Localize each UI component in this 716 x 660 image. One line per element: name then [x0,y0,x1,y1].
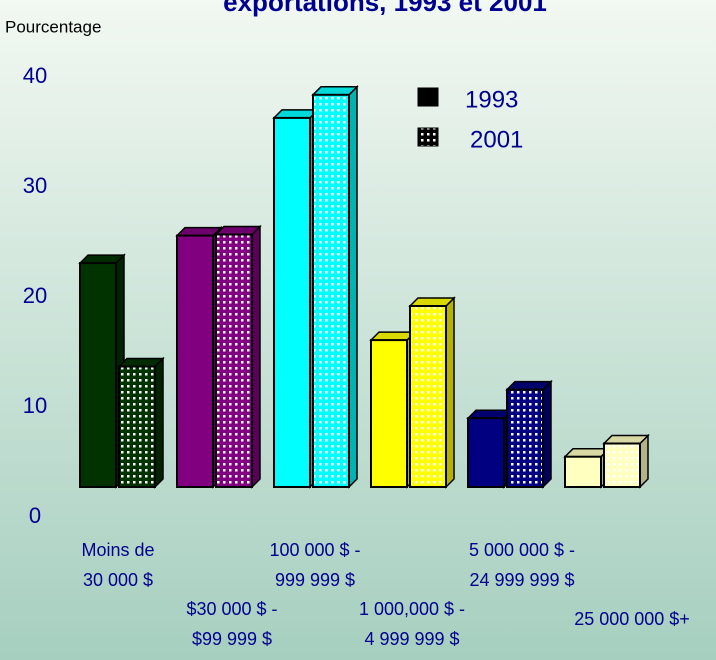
bar-side [445,296,455,489]
bar [602,433,650,489]
bar [175,225,223,489]
bar-front [370,339,408,488]
bar-front [603,442,641,488]
chart-title: exportations, 1993 et 2001 [223,0,547,17]
legend-label: 1993 [465,86,518,113]
x-tick-label: 25 000 000 $+ [574,609,690,629]
bar [505,379,553,489]
bar [214,224,262,489]
bar [369,330,417,489]
bar [272,108,320,489]
legend-swatch [417,87,439,107]
bar-side [542,379,552,489]
x-tick-label: 100 000 $ -999 999 $ [269,540,360,590]
bar [466,408,514,489]
bar [408,296,456,489]
bar [78,253,126,489]
bar-front [564,455,602,489]
y-tick-label: 20 [23,283,47,308]
y-tick-label: 0 [29,503,41,528]
bar-top [311,86,359,96]
bar-top [214,225,262,236]
bar-top [369,331,417,341]
bar [117,356,165,489]
bar-top [78,254,126,264]
bar-front [118,365,156,488]
x-tick-label: 1 000,000 $ -4 999 999 $ [359,599,465,649]
bar-front [273,116,311,489]
bar-top [272,109,320,119]
bar-front [467,417,505,489]
legend-swatch [417,127,439,147]
bar-front [506,388,544,489]
bar-side [348,84,358,489]
y-tick-label: 10 [23,393,47,418]
bar-front [176,234,214,488]
bar-front [312,93,350,489]
bar-top [408,297,456,307]
y-tick-label: 40 [23,63,47,88]
bar-top [466,409,514,419]
bar [311,84,359,489]
bar-top [505,380,553,391]
bar-top [175,226,223,237]
bar-front [409,305,447,488]
bar-front [215,233,253,488]
bar-front [79,262,117,488]
bar-side [251,224,261,489]
x-tick-label: $30 000 $ -$99 999 $ [186,599,277,649]
y-axis-label: Pourcentage [5,17,101,36]
bar-top [117,357,165,368]
bar-top [563,447,611,458]
x-tick-label: 5 000 000 $ -24 999 999 $ [469,540,575,590]
legend-label: 2001 [470,126,523,153]
x-tick-label: Moins de 30 000 $ [81,540,154,590]
y-tick-label: 30 [23,173,47,198]
bar-side [154,356,164,489]
bar-top [602,434,650,445]
bar [563,446,611,489]
